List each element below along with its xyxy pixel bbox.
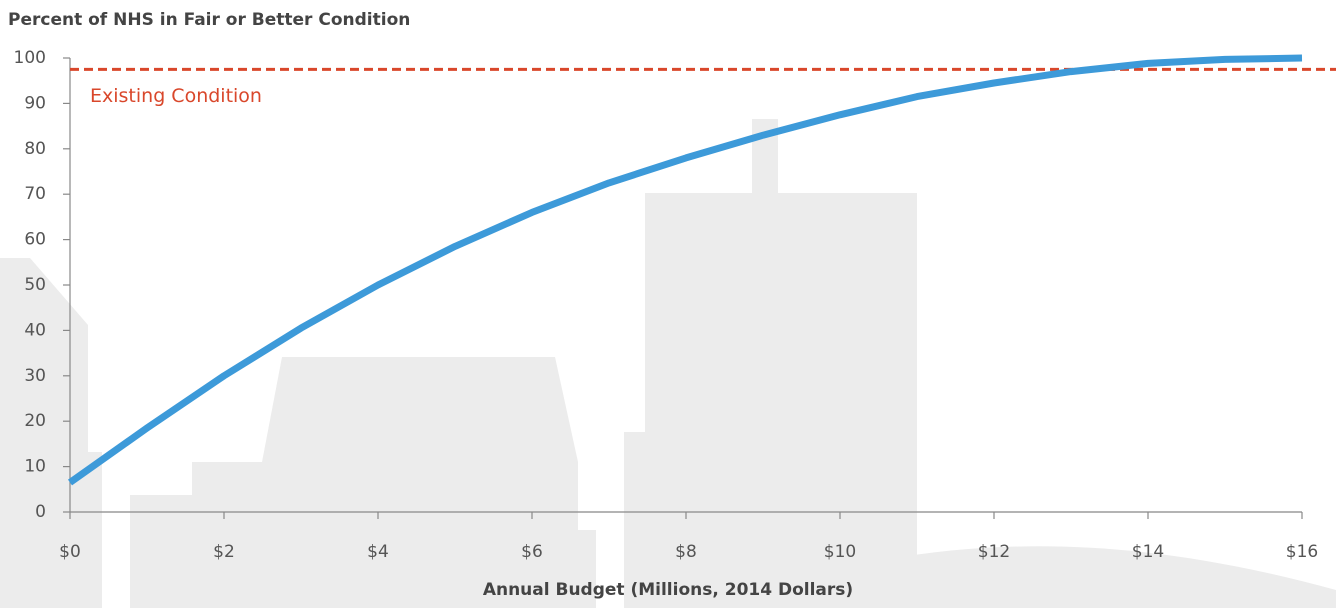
y-tick-label: 10 bbox=[24, 457, 46, 477]
background-silhouette bbox=[0, 119, 1336, 608]
data-line bbox=[67, 54, 1303, 486]
y-tick-label: 30 bbox=[24, 366, 46, 386]
x-tick-label: $8 bbox=[675, 542, 697, 562]
y-tick-label: 40 bbox=[24, 320, 46, 340]
x-tick-label: $4 bbox=[367, 542, 389, 562]
y-tick-label: 100 bbox=[14, 48, 46, 68]
reference-label: Existing Condition bbox=[90, 85, 262, 107]
y-tick-label: 60 bbox=[24, 230, 46, 250]
y-tick-label: 20 bbox=[24, 411, 46, 431]
y-tick-label: 0 bbox=[35, 502, 46, 522]
x-tick-label: $10 bbox=[824, 542, 856, 562]
x-tick-label: $14 bbox=[1132, 542, 1164, 562]
x-tick-label: $6 bbox=[521, 542, 543, 562]
x-axis-title: Annual Budget (Millions, 2014 Dollars) bbox=[483, 580, 853, 600]
x-tick-label: $0 bbox=[59, 542, 81, 562]
y-tick-label: 90 bbox=[24, 93, 46, 113]
y-tick-label: 50 bbox=[24, 275, 46, 295]
x-tick-label: $2 bbox=[213, 542, 235, 562]
x-tick-label: $12 bbox=[978, 542, 1010, 562]
x-tick-label: $16 bbox=[1286, 542, 1318, 562]
y-tick-label: 80 bbox=[24, 139, 46, 159]
y-tick-label: 70 bbox=[24, 184, 46, 204]
chart-title: Percent of NHS in Fair or Better Conditi… bbox=[8, 10, 410, 30]
